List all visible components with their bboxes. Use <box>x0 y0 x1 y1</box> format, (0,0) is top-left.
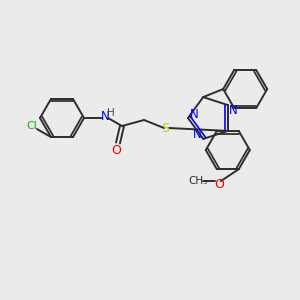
Text: S: S <box>161 122 169 134</box>
Text: N: N <box>193 128 202 141</box>
Text: N: N <box>100 110 109 124</box>
Text: N: N <box>190 107 198 121</box>
Text: CH₃: CH₃ <box>188 176 207 186</box>
Text: N: N <box>228 103 237 117</box>
Text: O: O <box>214 178 224 190</box>
Text: Cl: Cl <box>27 121 38 131</box>
Text: O: O <box>111 143 121 157</box>
Text: H: H <box>107 108 115 118</box>
